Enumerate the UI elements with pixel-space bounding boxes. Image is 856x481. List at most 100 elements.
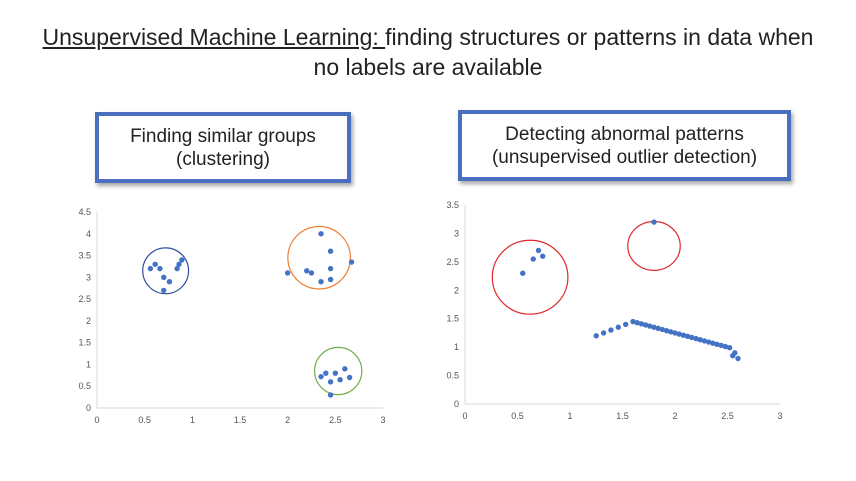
outlier-chart-y-tick-label: 1.5 [446, 314, 459, 324]
cluster-chart-data-point [318, 231, 324, 237]
cluster-chart-x-tick-label: 1.5 [234, 415, 247, 425]
clustering-box: Finding similar groups (clustering) [95, 112, 351, 183]
outlier-chart-y-tick-label: 2.5 [446, 257, 459, 267]
cluster-chart-x-tick-label: 3 [380, 415, 385, 425]
cluster-chart-data-point [304, 268, 310, 274]
outlier-chart-data-point [651, 219, 657, 225]
cluster-chart-y-tick-label: 1 [86, 359, 91, 369]
outlier-chart-outlier-circle [627, 220, 681, 271]
cluster-chart-y-tick-label: 0 [86, 403, 91, 413]
outlier-chart-data-point [615, 324, 621, 330]
slide-title: Unsupervised Machine Learning: finding s… [0, 22, 856, 82]
cluster-chart-y-tick-label: 2 [86, 316, 91, 326]
outlier-box: Detecting abnormal patterns (unsupervise… [458, 110, 791, 181]
cluster-chart-y-tick-label: 0.5 [78, 381, 91, 391]
outlier-chart-x-tick-label: 0 [462, 411, 467, 421]
outlier-chart-data-point [638, 321, 645, 327]
outlier-chart-data-point [647, 323, 653, 329]
cluster-chart-x-tick-label: 2.5 [329, 415, 342, 425]
outlier-chart-data-point [705, 339, 712, 345]
title-line1-rest: finding structures or patterns in data w… [385, 24, 814, 50]
outlier-chart-data-point [634, 319, 640, 326]
cluster-chart-data-point [323, 370, 329, 376]
cluster-chart-data-point [337, 376, 343, 383]
cluster-chart-data-point [342, 366, 348, 372]
clustering-box-line1: Finding similar groups [130, 125, 316, 147]
outlier-box-line2: (unsupervised outlier detection) [491, 146, 758, 168]
cluster-chart-data-point [179, 257, 185, 263]
cluster-chart-y-tick-label: 4.5 [78, 207, 91, 217]
cluster-chart-data-point [161, 287, 167, 294]
outlier-chart-y-tick-label: 2 [454, 285, 459, 295]
outlier-chart-data-point [680, 332, 687, 338]
cluster-chart-data-point [348, 259, 355, 265]
outlier-chart-x-tick-label: 3 [777, 411, 782, 421]
outlier-chart-data-point [663, 327, 670, 334]
cluster-chart-data-point [327, 265, 334, 272]
outlier-chart-data-point [689, 334, 695, 341]
title-underlined: Unsupervised Machine Learning: [42, 24, 386, 50]
outlier-chart-y-tick-label: 3.5 [446, 200, 459, 210]
outlier-chart-data-point [608, 327, 614, 333]
outlier-chart-y-tick-label: 1 [454, 342, 459, 352]
outlier-chart-data-point [530, 256, 536, 262]
outlier-chart-data-point [630, 318, 636, 325]
outlier-chart-data-point [535, 247, 542, 254]
cluster-chart-data-point [327, 248, 334, 254]
cluster-chart-y-tick-label: 1.5 [78, 338, 91, 348]
outlier-chart-x-tick-label: 0.5 [511, 411, 524, 421]
outlier-chart-data-point [714, 341, 720, 347]
cluster-chart-x-tick-label: 1 [190, 415, 195, 425]
outlier-chart-data-point [668, 329, 674, 335]
cluster-chart-y-tick-label: 2.5 [78, 294, 91, 304]
cluster-chart-data-point [157, 265, 163, 272]
cluster-chart-data-point [166, 278, 173, 285]
outlier-chart-data-point [600, 330, 607, 336]
cluster-chart-data-point [147, 265, 154, 272]
cluster-chart-data-point [327, 379, 334, 385]
cluster-chart-x-tick-label: 0 [94, 415, 99, 425]
outlier-chart-data-point [593, 333, 599, 339]
outlier-chart-data-point [622, 321, 629, 328]
cluster-chart-y-tick-label: 4 [86, 229, 91, 239]
outlier-chart-y-tick-label: 0.5 [446, 371, 459, 381]
outlier-chart-data-point [693, 335, 699, 342]
title-line-2: no labels are available [313, 54, 543, 80]
title-line-1: Unsupervised Machine Learning: finding s… [0, 22, 856, 52]
cluster-chart-data-point [174, 265, 180, 272]
outlier-chart-x-tick-label: 1 [567, 411, 572, 421]
outlier-chart-y-tick-label: 0 [454, 399, 459, 409]
cluster-chart-x-tick-label: 0.5 [138, 415, 151, 425]
outlier-chart-x-tick-label: 2 [672, 411, 677, 421]
clustering-box-line2: (clustering) [176, 148, 270, 170]
cluster-chart-y-tick-label: 3.5 [78, 251, 91, 261]
outlier-chart-outlier-circle [491, 239, 569, 315]
outlier-chart-data-point [540, 253, 546, 259]
outlier-chart-data-point [642, 322, 649, 328]
cluster-chart-data-point [161, 274, 167, 281]
outlier-chart-data-point [676, 331, 682, 337]
outlier-chart-data-point [732, 350, 738, 356]
cluster-chart-data-point [152, 261, 158, 267]
cluster-chart-data-point [327, 392, 334, 398]
outlier-chart-data-point [722, 343, 729, 350]
outlier-chart-data-point [672, 330, 678, 336]
cluster-chart-y-tick-label: 3 [86, 272, 91, 282]
cluster-chart-data-point [284, 270, 291, 276]
cluster-chart-data-point [327, 276, 334, 283]
cluster-chart-data-point [346, 374, 353, 381]
outlier-chart-data-point [735, 355, 741, 362]
outlier-chart-x-tick-label: 1.5 [616, 411, 629, 421]
outlier-chart-data-point [655, 325, 661, 332]
outlier-chart-data-point [520, 270, 526, 276]
outlier-chart-data-point [710, 340, 716, 346]
outlier-chart-data-point [701, 338, 708, 344]
cluster-chart-data-point [332, 370, 339, 376]
cluster-chart-x-tick-label: 2 [285, 415, 290, 425]
cluster-chart-data-point [308, 270, 315, 276]
cluster-chart-cluster3-circle [313, 346, 363, 396]
outlier-box-line1: Detecting abnormal patterns [505, 123, 744, 145]
outlier-chart-data-point [684, 333, 691, 340]
outlier-chart-y-tick-label: 3 [454, 228, 459, 238]
